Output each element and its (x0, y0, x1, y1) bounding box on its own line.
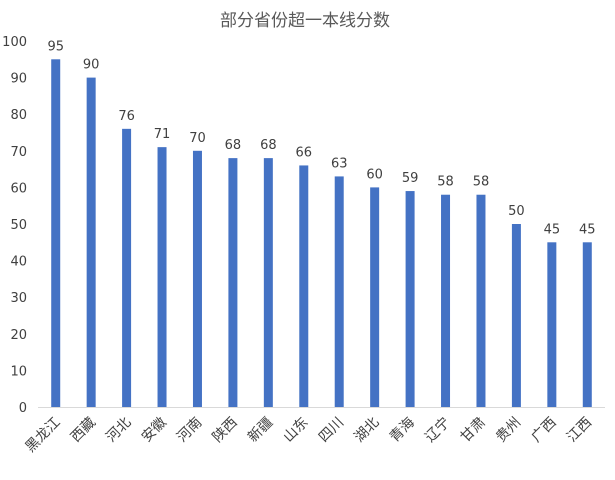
data-label: 76 (118, 109, 135, 124)
x-tick-label: 安徽 (139, 415, 170, 446)
bar (441, 194, 451, 407)
x-tick-label: 贵州 (493, 415, 524, 446)
bars (51, 59, 592, 408)
x-tick-label: 西藏 (68, 415, 99, 446)
data-label: 45 (544, 222, 561, 237)
y-tick-label: 100 (2, 35, 27, 50)
x-tick-label: 河南 (174, 415, 205, 446)
y-tick-label: 60 (10, 181, 27, 196)
bar (157, 147, 167, 407)
bar (334, 176, 344, 407)
y-tick-label: 10 (10, 364, 27, 379)
data-label: 68 (260, 138, 277, 153)
x-tick-label: 河北 (103, 415, 134, 446)
data-label: 45 (579, 222, 596, 237)
chart-title: 部分省份超一本线分数 (220, 11, 390, 31)
data-label: 60 (366, 167, 383, 182)
bar (51, 59, 61, 408)
y-tick-label: 40 (10, 255, 27, 270)
bar (511, 224, 521, 407)
bar (476, 194, 486, 407)
x-axis: 黑龙江 西藏 河北 安徽 河南 陕西 新疆 山东 四川 湖北 青海 辽宁 甘肃 贵州 广西 江西 (23, 407, 605, 456)
x-tick-label: 辽宁 (422, 414, 454, 446)
x-tick-label: 青海 (387, 415, 418, 446)
data-label: 58 (473, 175, 490, 190)
x-tick-label: 湖北 (351, 415, 382, 446)
data-label: 63 (331, 156, 348, 171)
bar (405, 191, 415, 407)
x-tick-label: 山东 (280, 415, 311, 446)
data-label: 50 (508, 204, 525, 219)
y-tick-label: 50 (10, 218, 27, 233)
bar (263, 158, 273, 407)
x-tick-label: 江西 (564, 415, 595, 446)
bar (547, 242, 557, 407)
bar (228, 158, 238, 407)
data-label: 59 (402, 171, 419, 186)
data-labels: 95 90 76 71 70 68 68 66 63 60 59 58 58 50 45 45 (47, 39, 595, 237)
y-tick-label: 0 (19, 401, 27, 416)
y-tick-label: 90 (10, 72, 27, 87)
data-label: 68 (225, 138, 242, 153)
x-tick-label: 新疆 (245, 415, 276, 446)
y-tick-label: 20 (10, 328, 27, 343)
bar (370, 187, 380, 407)
data-label: 95 (47, 39, 64, 54)
data-label: 70 (189, 131, 206, 146)
data-label: 90 (83, 58, 100, 73)
bar (299, 165, 309, 407)
bar (86, 77, 96, 407)
y-tick-label: 70 (10, 145, 27, 160)
x-tick-label: 黑龙江 (23, 415, 64, 456)
x-tick-label: 陕西 (210, 415, 241, 446)
data-label: 66 (296, 145, 313, 160)
data-label: 58 (437, 175, 454, 190)
y-tick-label: 30 (10, 291, 27, 306)
bar (192, 150, 202, 408)
bar (582, 242, 592, 407)
data-label: 71 (154, 127, 171, 142)
x-tick-label: 四川 (316, 415, 347, 446)
y-axis: 0 10 20 30 40 50 60 70 80 90 100 (2, 35, 27, 416)
x-tick-label: 广西 (529, 415, 560, 446)
x-tick-label: 甘肃 (458, 415, 489, 446)
y-tick-label: 80 (10, 108, 27, 123)
bar (122, 128, 132, 407)
